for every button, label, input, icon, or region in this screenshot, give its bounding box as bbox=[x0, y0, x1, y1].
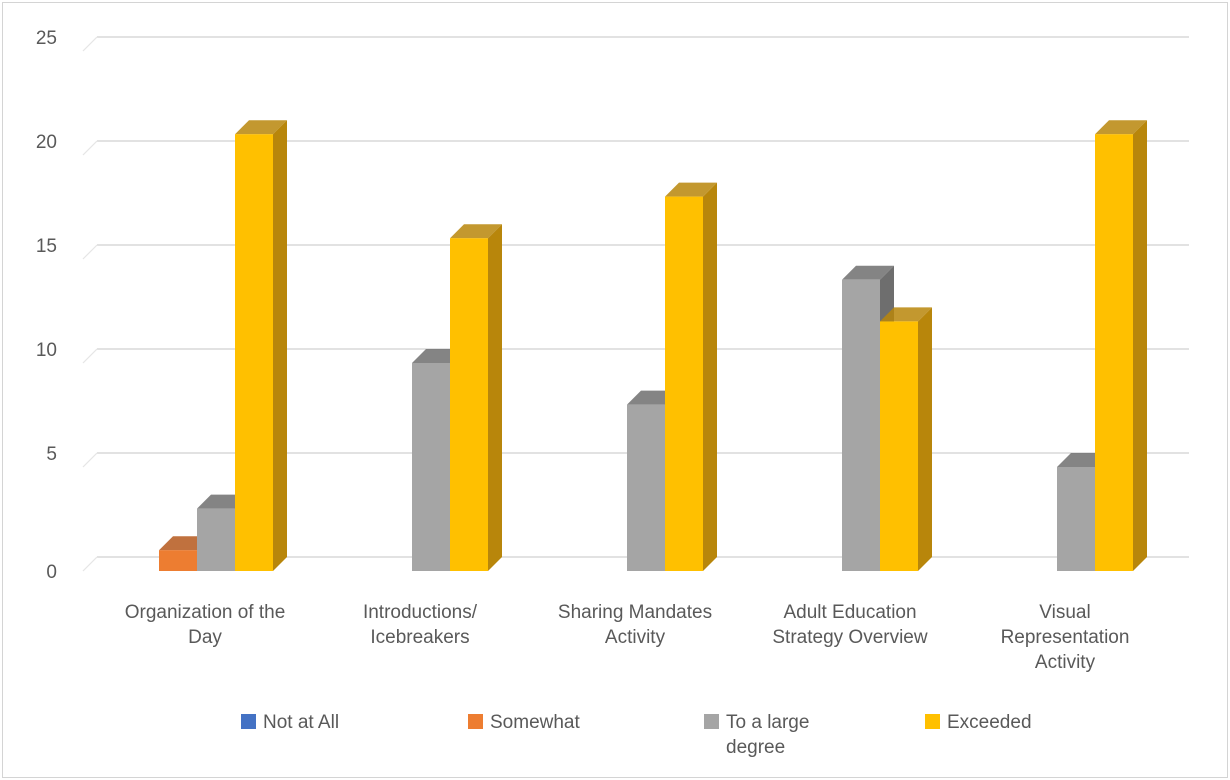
legend-label: Exceeded bbox=[947, 712, 1032, 733]
y-tick-label: 0 bbox=[46, 562, 57, 583]
legend-item: Not at All bbox=[241, 712, 339, 733]
legend-swatch bbox=[468, 714, 483, 729]
legend-label: Somewhat bbox=[490, 712, 580, 733]
bar-side bbox=[1133, 120, 1147, 571]
x-category-label: Adult Education Strategy Overview bbox=[772, 602, 927, 648]
bar-front bbox=[159, 550, 197, 571]
gridline-stub-5 bbox=[82, 452, 98, 468]
legend-item: Somewhat bbox=[468, 712, 580, 733]
legend-swatch bbox=[925, 714, 940, 729]
bar-front bbox=[412, 363, 450, 571]
y-tick-label: 25 bbox=[36, 28, 57, 49]
bar-top bbox=[880, 307, 932, 322]
x-category-label: Introductions/Icebreakers bbox=[363, 602, 478, 648]
bar-side bbox=[918, 307, 932, 571]
bar-front bbox=[1057, 467, 1095, 571]
gridline-stub-25 bbox=[82, 36, 98, 52]
gridline-stub-10 bbox=[82, 348, 98, 364]
bar-side bbox=[488, 224, 502, 571]
bar-front bbox=[627, 404, 665, 571]
bar-chart: 0 5 10 15 20 25 Organization of the Day Introdu… bbox=[36, 28, 1189, 758]
bar-front bbox=[880, 321, 918, 571]
bar-front bbox=[450, 238, 488, 571]
y-tick-label: 20 bbox=[36, 132, 57, 153]
legend-swatch bbox=[241, 714, 256, 729]
legend-label: To a large degree bbox=[726, 712, 809, 758]
gridline-stub-15 bbox=[82, 244, 98, 260]
bar-exceeded-0 bbox=[235, 120, 287, 571]
y-axis-tick-labels: 0 5 10 15 20 25 bbox=[36, 28, 57, 583]
legend-swatch bbox=[704, 714, 719, 729]
x-axis-category-labels: Organization of the Day Introductions/Iceb… bbox=[125, 602, 1130, 673]
bar-side bbox=[273, 120, 287, 571]
bar-front bbox=[842, 279, 880, 571]
bar-top bbox=[235, 120, 287, 135]
y-tick-label: 5 bbox=[46, 444, 57, 465]
legend: Not at All Somewhat To a large degree Exceed… bbox=[241, 712, 1032, 758]
bar-exceeded-1 bbox=[450, 224, 502, 571]
bar-top bbox=[1095, 120, 1147, 135]
bar-top bbox=[450, 224, 502, 239]
x-category-label: Visual Representation Activity bbox=[1001, 602, 1130, 673]
legend-item: Exceeded bbox=[925, 712, 1032, 733]
bar-front bbox=[235, 134, 273, 571]
bar-front bbox=[197, 508, 235, 571]
bar-exceeded-2 bbox=[665, 182, 717, 571]
gridline-stub-20 bbox=[82, 140, 98, 156]
x-category-label: Organization of the Day bbox=[125, 602, 286, 648]
bar-front bbox=[1095, 134, 1133, 571]
bar-front bbox=[665, 196, 703, 571]
gridline-stub-0 bbox=[82, 556, 98, 572]
bars bbox=[159, 120, 1147, 571]
bar-exceeded-3 bbox=[880, 307, 932, 571]
legend-label: Not at All bbox=[263, 712, 339, 733]
bar-side bbox=[703, 182, 717, 571]
bar-top bbox=[665, 182, 717, 197]
bar-top bbox=[842, 265, 894, 280]
y-tick-label: 15 bbox=[36, 236, 57, 257]
legend-item: To a large degree bbox=[704, 712, 809, 758]
x-category-label: Sharing Mandates Activity bbox=[558, 602, 712, 648]
y-tick-label: 10 bbox=[36, 340, 57, 361]
bar-exceeded-4 bbox=[1095, 120, 1147, 571]
